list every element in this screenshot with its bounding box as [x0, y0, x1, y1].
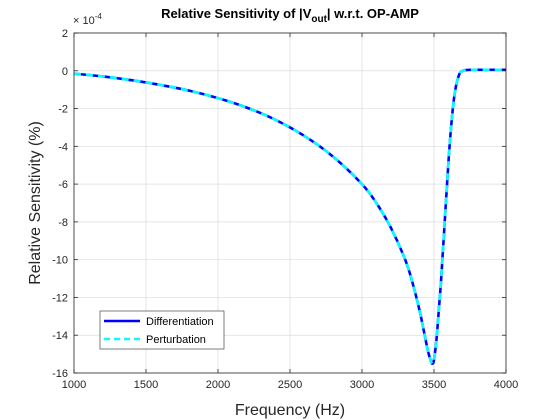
y-tick-label: -14: [52, 330, 68, 342]
y-tick-label: -16: [52, 368, 68, 380]
chart-title-main: Relative Sensitivity of |V: [161, 6, 312, 21]
series-line-perturbation: [73, 68, 506, 365]
x-tick-label: 3500: [422, 379, 446, 391]
series-layer: [73, 68, 506, 365]
legend-label-differentiation: Differentiation: [146, 316, 214, 328]
x-tick-labels: 1000 1500 2000 2500 3000 3500 4000: [62, 379, 518, 391]
y-exponent-power: -4: [95, 12, 103, 21]
y-tick-label: -2: [58, 104, 68, 116]
y-exponent-label: × 10-4: [73, 12, 102, 27]
x-tick-label: 2000: [206, 379, 230, 391]
y-tick-label: -6: [58, 179, 68, 191]
y-tick-label: -8: [58, 217, 68, 229]
y-tick-label: -10: [52, 255, 68, 267]
y-exponent-base: × 10: [73, 15, 95, 27]
legend: Differentiation Perturbation: [99, 310, 225, 350]
x-tick-label: 1000: [62, 379, 86, 391]
x-tick-label: 1500: [134, 379, 158, 391]
y-tick-label: -12: [52, 292, 68, 304]
tick-marks: [73, 32, 507, 374]
y-tick-label: 0: [62, 66, 68, 78]
chart-title: Relative Sensitivity of |Vout| w.r.t. OP…: [161, 6, 419, 25]
x-tick-label: 4000: [494, 379, 518, 391]
x-axis-label: Frequency (Hz): [235, 402, 345, 419]
chart-title-subscript: out: [311, 14, 327, 25]
legend-box: [99, 310, 225, 350]
legend-label-perturbation: Perturbation: [146, 334, 206, 346]
y-tick-labels: 2 0 -2 -4 -6 -8 -10 -12 -14 -16: [52, 28, 68, 380]
y-axis-label: Relative Sensitivity (%): [27, 121, 44, 285]
y-tick-label: -4: [58, 141, 68, 153]
x-tick-label: 2500: [278, 379, 302, 391]
chart-title-suffix: | w.r.t. OP-AMP: [327, 6, 419, 21]
y-tick-label: 2: [62, 28, 68, 40]
x-tick-label: 3000: [350, 379, 374, 391]
